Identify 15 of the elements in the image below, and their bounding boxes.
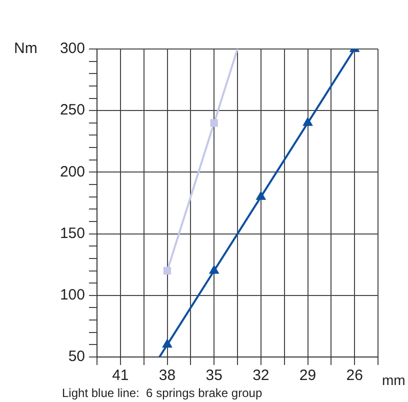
text: Light blue line: 6 springs brake group <box>62 386 262 400</box>
y-tick-label: 150 <box>60 224 85 242</box>
x-axis-title: mm <box>382 372 406 388</box>
y-axis-title: Nm <box>14 40 38 58</box>
x-tick-label: 38 <box>158 367 176 384</box>
x-tick-label: 41 <box>112 367 129 384</box>
y-tick-label: 200 <box>60 163 85 180</box>
x-tick-label: 26 <box>346 367 363 384</box>
x-tick-label: 32 <box>252 367 270 384</box>
x-tick-label: 35 <box>206 367 222 384</box>
x-tick-label: 29 <box>299 367 316 384</box>
y-tick-label: 300 <box>60 40 85 58</box>
y-tick-label: 50 <box>68 348 85 366</box>
y-tick-label: 250 <box>60 102 85 119</box>
y-tick-label: 100 <box>60 286 85 304</box>
